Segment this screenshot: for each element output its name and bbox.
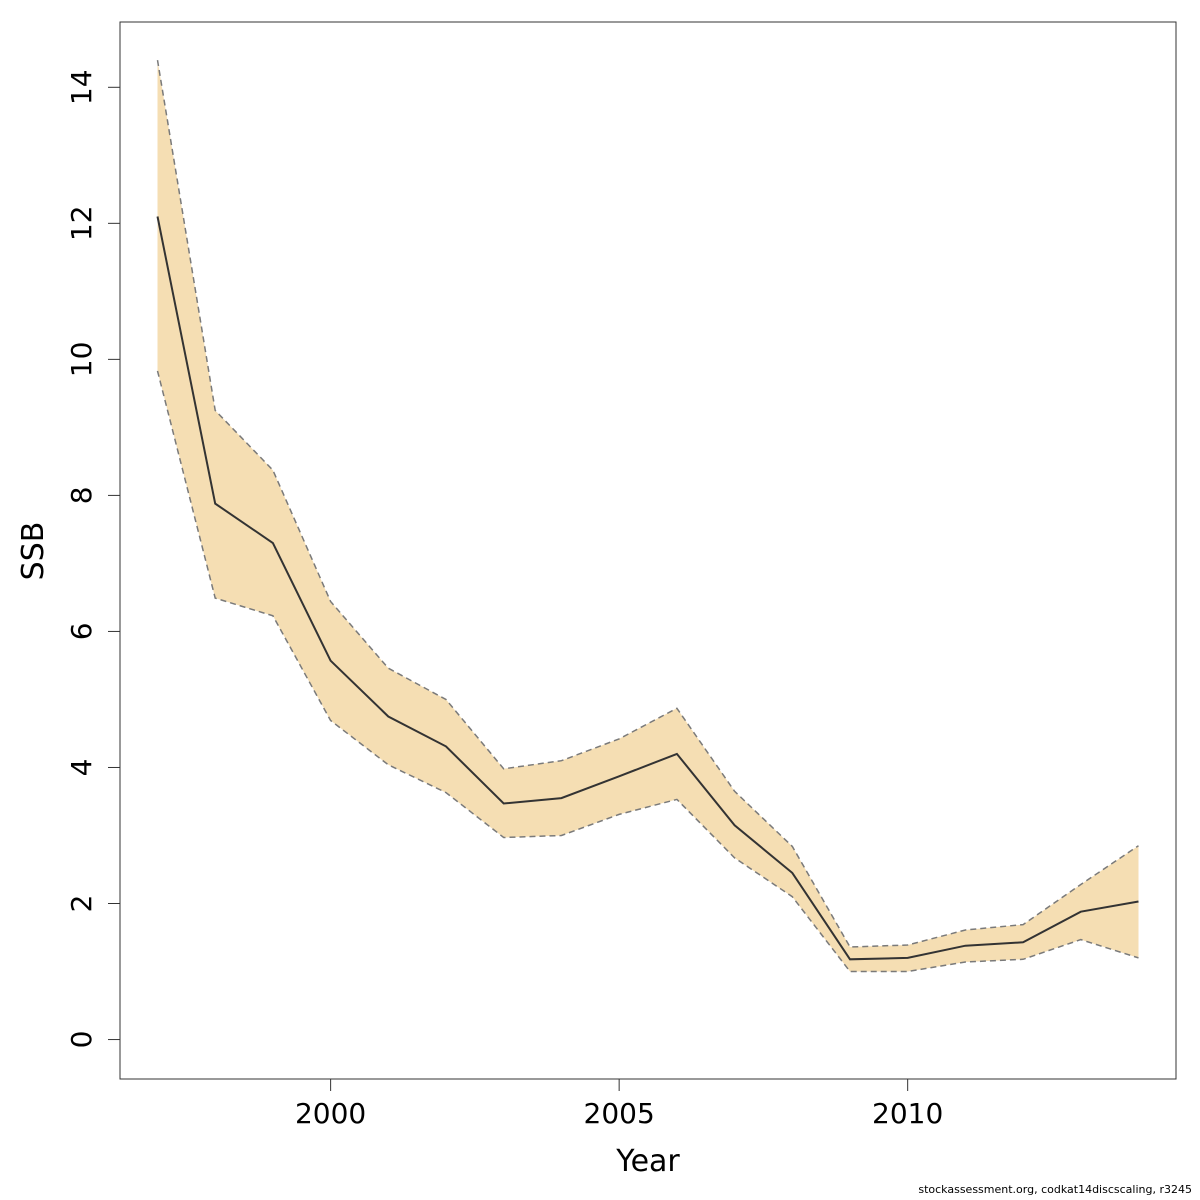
x-axis: 2000 2005 2010 xyxy=(295,1078,943,1130)
x-tick-label: 2005 xyxy=(584,1097,655,1130)
confidence-band xyxy=(157,60,1139,972)
y-tick-label: 12 xyxy=(65,205,98,241)
y-tick-label: 4 xyxy=(65,759,98,777)
y-tick-label: 10 xyxy=(65,342,98,378)
y-tick-label: 2 xyxy=(65,895,98,913)
y-tick-label: 8 xyxy=(65,486,98,504)
y-tick-label: 6 xyxy=(65,622,98,640)
y-axis-title: SSB xyxy=(16,522,51,581)
x-tick-label: 2010 xyxy=(872,1097,943,1130)
y-axis: 0 2 4 6 8 10 12 14 xyxy=(65,69,121,1049)
x-axis-title: Year xyxy=(615,1144,680,1179)
y-tick-label: 0 xyxy=(65,1031,98,1049)
upper-bound-line xyxy=(156,59,1139,948)
lower-bound-line xyxy=(156,370,1139,973)
footer-credit: stockassessment.org, codkat14discscaling… xyxy=(918,1183,1192,1196)
y-tick-label: 14 xyxy=(65,69,98,105)
ssb-estimate-line xyxy=(156,216,1139,961)
x-tick-label: 2000 xyxy=(295,1097,366,1130)
